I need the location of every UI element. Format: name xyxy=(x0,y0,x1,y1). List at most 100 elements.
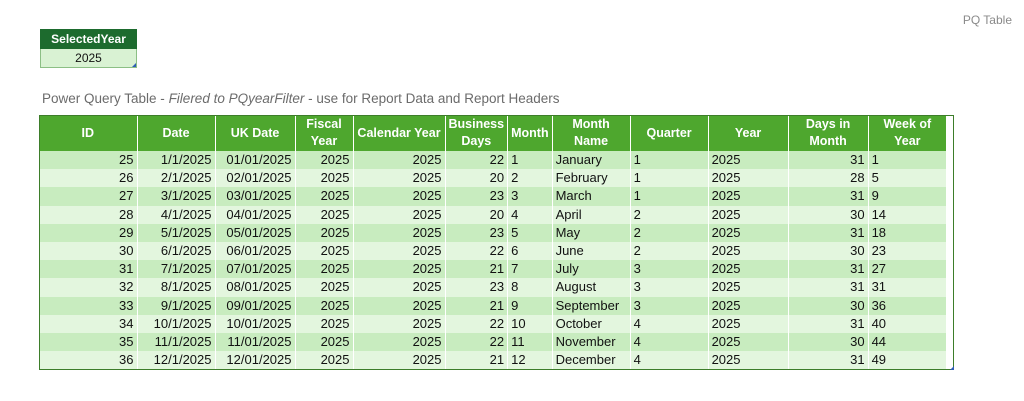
table-cell[interactable]: 07/01/2025 xyxy=(215,260,296,279)
table-cell[interactable]: 23 xyxy=(868,241,947,261)
table-cell[interactable]: 23 xyxy=(445,223,509,242)
table-cell[interactable]: 2 xyxy=(630,223,709,242)
table-cell[interactable]: 22 xyxy=(445,151,509,170)
table-cell[interactable]: June xyxy=(552,241,631,261)
table-cell[interactable]: December xyxy=(552,351,631,370)
table-cell[interactable]: 1 xyxy=(507,151,553,170)
table-cell[interactable]: 2025 xyxy=(353,169,446,188)
table-cell[interactable]: 1/1/2025 xyxy=(137,151,216,170)
table-cell[interactable]: 5 xyxy=(507,223,553,242)
table-cell[interactable]: 2 xyxy=(630,241,709,261)
selected-year-cell[interactable]: 2025 xyxy=(40,49,137,68)
table-cell[interactable]: 2025 xyxy=(295,241,354,261)
table-cell[interactable]: 12/1/2025 xyxy=(137,351,216,370)
table-cell[interactable]: 03/01/2025 xyxy=(215,187,296,206)
table-cell[interactable]: 33 xyxy=(39,296,138,315)
table-cell[interactable]: July xyxy=(552,260,631,279)
column-header[interactable]: ID xyxy=(39,115,138,151)
table-cell[interactable]: 22 xyxy=(445,332,509,352)
table-cell[interactable]: 2025 xyxy=(353,205,446,224)
table-cell[interactable]: October xyxy=(552,314,631,333)
table-cell[interactable]: 10/1/2025 xyxy=(137,314,216,333)
table-cell[interactable]: 31 xyxy=(788,278,869,297)
column-header[interactable]: Calendar Year xyxy=(353,115,446,151)
table-cell[interactable]: 31 xyxy=(788,223,869,242)
table-cell[interactable]: 32 xyxy=(39,278,138,297)
table-cell[interactable]: 3/1/2025 xyxy=(137,187,216,206)
table-cell[interactable]: February xyxy=(552,169,631,188)
table-cell[interactable]: 2025 xyxy=(708,332,789,352)
table-cell[interactable]: 23 xyxy=(445,187,509,206)
table-cell[interactable]: 4/1/2025 xyxy=(137,205,216,224)
table-cell[interactable]: 02/01/2025 xyxy=(215,169,296,188)
table-cell[interactable]: 01/01/2025 xyxy=(215,151,296,170)
table-cell[interactable]: 5/1/2025 xyxy=(137,223,216,242)
table-cell[interactable]: 2025 xyxy=(708,296,789,315)
column-header[interactable]: Days in Month xyxy=(788,115,869,151)
table-cell[interactable]: 18 xyxy=(868,223,947,242)
table-cell[interactable]: 2025 xyxy=(708,278,789,297)
table-cell[interactable]: 31 xyxy=(868,278,947,297)
table-cell[interactable]: 2025 xyxy=(295,223,354,242)
column-header[interactable]: UK Date xyxy=(215,115,296,151)
table-cell[interactable]: 5 xyxy=(868,169,947,188)
table-cell[interactable]: 06/01/2025 xyxy=(215,241,296,261)
table-cell[interactable]: 31 xyxy=(788,314,869,333)
table-cell[interactable]: 36 xyxy=(39,351,138,370)
table-cell[interactable]: 4 xyxy=(630,332,709,352)
table-cell[interactable]: 30 xyxy=(39,241,138,261)
table-cell[interactable]: 21 xyxy=(445,351,509,370)
table-cell[interactable]: 2025 xyxy=(295,314,354,333)
table-cell[interactable]: 7 xyxy=(507,260,553,279)
table-cell[interactable]: 11 xyxy=(507,332,553,352)
table-cell[interactable]: 30 xyxy=(788,296,869,315)
table-cell[interactable]: 2025 xyxy=(295,332,354,352)
table-cell[interactable]: 4 xyxy=(630,351,709,370)
table-cell[interactable]: 2025 xyxy=(708,187,789,206)
table-cell[interactable]: 22 xyxy=(445,241,509,261)
table-cell[interactable]: 2025 xyxy=(708,223,789,242)
selected-year-header[interactable]: SelectedYear xyxy=(40,29,137,49)
table-cell[interactable]: 8/1/2025 xyxy=(137,278,216,297)
table-cell[interactable]: 9/1/2025 xyxy=(137,296,216,315)
table-resize-handle-icon[interactable] xyxy=(950,366,954,370)
table-cell[interactable]: 09/01/2025 xyxy=(215,296,296,315)
table-cell[interactable]: 10 xyxy=(507,314,553,333)
table-cell[interactable]: 2 xyxy=(630,205,709,224)
table-cell[interactable]: 11/1/2025 xyxy=(137,332,216,352)
table-cell[interactable]: 3 xyxy=(507,187,553,206)
table-cell[interactable]: May xyxy=(552,223,631,242)
table-cell[interactable]: 04/01/2025 xyxy=(215,205,296,224)
table-cell[interactable]: 21 xyxy=(445,296,509,315)
table-cell[interactable]: 2025 xyxy=(295,151,354,170)
table-cell[interactable]: 26 xyxy=(39,169,138,188)
table-cell[interactable]: September xyxy=(552,296,631,315)
column-header[interactable]: Date xyxy=(137,115,216,151)
table-cell[interactable]: 2025 xyxy=(295,205,354,224)
table-cell[interactable]: 31 xyxy=(788,151,869,170)
table-cell[interactable]: 25 xyxy=(39,151,138,170)
table-cell[interactable]: 2025 xyxy=(295,351,354,370)
table-cell[interactable]: 49 xyxy=(868,351,947,370)
table-cell[interactable]: 1 xyxy=(630,169,709,188)
table-cell[interactable]: 05/01/2025 xyxy=(215,223,296,242)
table-cell[interactable]: 28 xyxy=(39,205,138,224)
table-cell[interactable]: 12 xyxy=(507,351,553,370)
table-cell[interactable]: 22 xyxy=(445,314,509,333)
table-cell[interactable]: 44 xyxy=(868,332,947,352)
table-cell[interactable]: 2025 xyxy=(708,314,789,333)
table-cell[interactable]: April xyxy=(552,205,631,224)
table-cell[interactable]: 2 xyxy=(507,169,553,188)
table-cell[interactable]: 08/01/2025 xyxy=(215,278,296,297)
column-header[interactable]: Month xyxy=(507,115,553,151)
table-resize-handle-icon[interactable] xyxy=(132,63,136,67)
table-cell[interactable]: 30 xyxy=(788,205,869,224)
table-cell[interactable]: 9 xyxy=(507,296,553,315)
table-cell[interactable]: 30 xyxy=(788,332,869,352)
column-header[interactable]: Quarter xyxy=(630,115,709,151)
table-cell[interactable]: 2025 xyxy=(353,241,446,261)
table-cell[interactable]: 2025 xyxy=(353,187,446,206)
table-cell[interactable]: 2025 xyxy=(708,351,789,370)
table-cell[interactable]: 2025 xyxy=(353,223,446,242)
table-cell[interactable]: 2025 xyxy=(708,241,789,261)
